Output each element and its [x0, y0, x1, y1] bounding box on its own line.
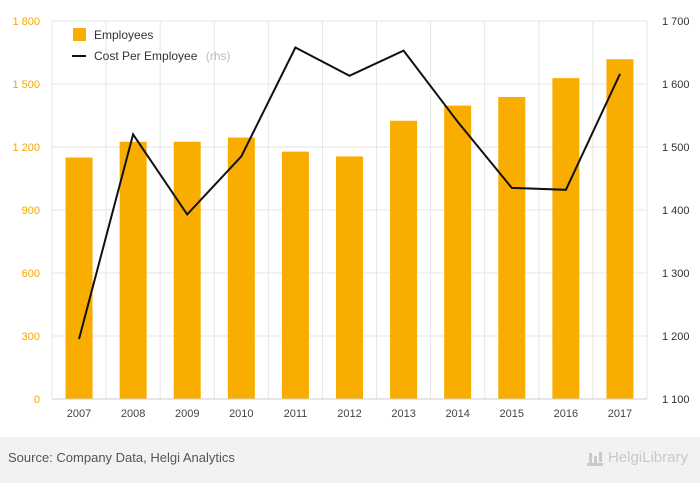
bar-employees — [336, 156, 363, 399]
x-tick-label: 2010 — [229, 408, 253, 420]
employees-bars — [65, 59, 634, 400]
library-icon — [586, 449, 603, 466]
legend-label-rhs: (rhs) — [206, 49, 231, 63]
y-left-tick-label: 900 — [22, 205, 40, 217]
bar-employees — [498, 97, 526, 400]
bar-employees — [606, 59, 634, 399]
x-tick-label: 2009 — [175, 408, 199, 420]
y-right-tick-label: 1 100 — [662, 394, 690, 406]
bar-employees — [173, 141, 201, 399]
legend-label-cost-text: Cost Per Employee — [94, 49, 198, 63]
bar-employees — [552, 78, 580, 400]
y-left-tick-label: 1 200 — [12, 142, 40, 154]
y-left-tick-label: 600 — [22, 268, 40, 280]
x-axis: 2007 2008 2009 2010 2011 2012 2013 2014 2015 2016… — [52, 398, 647, 420]
legend: Employees Cost Per Employee (rhs) — [72, 28, 231, 64]
source-note: Source: Company Data, Helgi Analytics — [8, 450, 235, 465]
bar-employees — [119, 141, 147, 399]
y-right-tick-label: 1 500 — [662, 142, 690, 154]
legend-label-cost-per-employee: Cost Per Employee (rhs) — [94, 47, 231, 64]
y-left-tick-label: 0 — [34, 394, 40, 406]
x-tick-label: 2013 — [391, 408, 415, 420]
gridlines — [51, 20, 648, 399]
bar-employees — [390, 120, 418, 399]
y-left-tick-label: 300 — [22, 331, 40, 343]
x-tick-label: 2015 — [500, 408, 524, 420]
y-left-tick-label: 1 800 — [12, 16, 40, 28]
x-tick-label: 2014 — [445, 408, 469, 420]
legend-label-employees: Employees — [94, 28, 153, 42]
brand-logo[interactable]: HelgiLibrary — [586, 449, 688, 466]
y-right-tick-label: 1 700 — [662, 16, 690, 28]
y-right-tick-label: 1 600 — [662, 79, 690, 91]
y-right-tick-label: 1 200 — [662, 331, 690, 343]
footer: Source: Company Data, Helgi Analytics He… — [0, 437, 700, 483]
x-tick-label: 2017 — [608, 408, 632, 420]
bar-employees — [227, 137, 255, 400]
x-tick-label: 2007 — [67, 408, 91, 420]
y-right-tick-label: 1 400 — [662, 205, 690, 217]
bar-employees — [281, 151, 309, 399]
x-tick-label: 2008 — [121, 408, 145, 420]
y-right-tick-label: 1 300 — [662, 268, 690, 280]
x-tick-label: 2016 — [554, 408, 578, 420]
x-tick-label: 2011 — [284, 408, 308, 420]
bar-employees — [444, 105, 472, 399]
bar-employees — [65, 157, 93, 399]
cost-per-employee-line — [78, 46, 621, 340]
y-left-tick-label: 1 500 — [12, 79, 40, 91]
legend-swatch-employees — [73, 28, 86, 41]
x-tick-label: 2012 — [337, 408, 361, 420]
brand-name: HelgiLibrary — [607, 449, 688, 466]
left-axis: 0 300 600 900 1 200 1 500 1 800 — [12, 16, 40, 406]
chart: 0 300 600 900 1 200 1 500 1 800 1 100 1 200 1 30… — [12, 16, 690, 420]
right-axis: 1 100 1 200 1 300 1 400 1 500 1 600 1 700 — [662, 16, 690, 406]
